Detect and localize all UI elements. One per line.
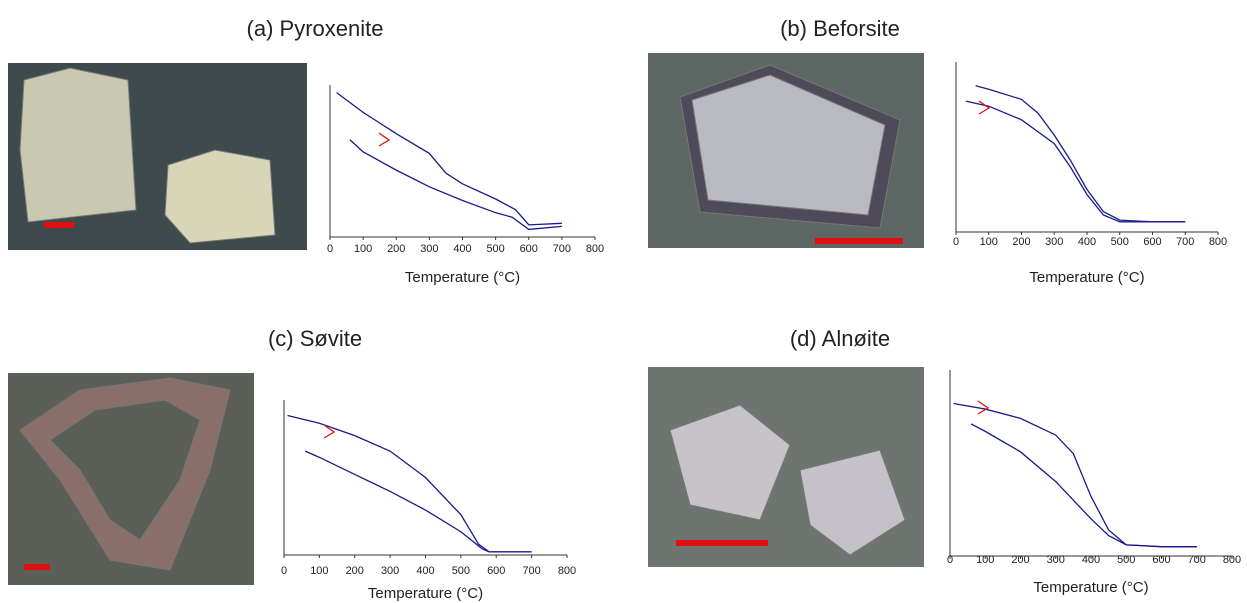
chart-title: (a) Pyroxenite xyxy=(247,16,384,41)
scale-bar xyxy=(815,238,903,244)
direction-arrow xyxy=(978,100,991,115)
x-tick-label: 400 xyxy=(1078,236,1096,248)
data-line xyxy=(304,450,532,553)
x-tick-label: 500 xyxy=(486,243,504,255)
direction-arrow xyxy=(977,400,990,415)
x-tick-label: 300 xyxy=(381,565,399,577)
chart-title: (c) Søvite xyxy=(268,326,362,351)
data-line xyxy=(349,139,562,231)
mineral-grain xyxy=(19,67,137,223)
mineral-grain xyxy=(799,449,906,556)
data-line xyxy=(965,100,1186,223)
x-tick-label: 300 xyxy=(420,243,438,255)
x-tick-label: 500 xyxy=(452,565,470,577)
mineral-grain xyxy=(669,404,791,521)
x-tick-label: 300 xyxy=(1047,554,1065,566)
data-line xyxy=(287,414,532,553)
mineral-grain xyxy=(691,74,886,216)
data-line xyxy=(970,423,1197,548)
mineral-grain xyxy=(164,149,276,244)
x-tick-label: 200 xyxy=(387,243,405,255)
chart-title: (b) Beforsite xyxy=(780,16,900,41)
x-tick-label: 500 xyxy=(1111,236,1129,248)
direction-arrow xyxy=(323,424,336,439)
x-tick-label: 0 xyxy=(947,554,953,566)
x-tick-label: 600 xyxy=(487,565,505,577)
x-tick-label: 100 xyxy=(354,243,372,255)
x-tick-label: 400 xyxy=(1082,554,1100,566)
x-tick-label: 600 xyxy=(1152,554,1170,566)
x-tick-label: 600 xyxy=(520,243,538,255)
x-tick-label: 800 xyxy=(558,565,576,577)
x-tick-label: 700 xyxy=(553,243,571,255)
scale-bar xyxy=(24,564,50,570)
x-tick-label: 100 xyxy=(976,554,994,566)
x-tick-label: 0 xyxy=(327,243,333,255)
x-tick-label: 200 xyxy=(346,565,364,577)
x-tick-label: 100 xyxy=(980,236,998,248)
data-line xyxy=(953,402,1197,548)
x-tick-label: 700 xyxy=(1176,236,1194,248)
x-tick-label: 700 xyxy=(522,565,540,577)
x-tick-label: 500 xyxy=(1117,554,1135,566)
x-tick-label: 300 xyxy=(1045,236,1063,248)
mineral-grain xyxy=(49,399,201,541)
x-tick-label: 800 xyxy=(586,243,604,255)
x-tick-label: 200 xyxy=(1011,554,1029,566)
x-tick-label: 600 xyxy=(1143,236,1161,248)
data-line xyxy=(975,85,1186,223)
x-axis-label: Temperature (°C) xyxy=(1029,269,1144,286)
x-axis-label: Temperature (°C) xyxy=(405,269,520,286)
x-tick-label: 0 xyxy=(953,236,959,248)
direction-arrow xyxy=(378,132,391,147)
x-tick-label: 100 xyxy=(310,565,328,577)
data-line xyxy=(336,92,562,226)
x-tick-label: 800 xyxy=(1223,554,1241,566)
x-tick-label: 700 xyxy=(1188,554,1206,566)
x-tick-label: 200 xyxy=(1012,236,1030,248)
x-axis-label: Temperature (°C) xyxy=(1033,579,1148,596)
x-tick-label: 0 xyxy=(281,565,287,577)
x-tick-label: 400 xyxy=(416,565,434,577)
chart-title: (d) Alnøite xyxy=(790,326,890,351)
x-axis-label: Temperature (°C) xyxy=(368,585,483,602)
x-tick-label: 800 xyxy=(1209,236,1227,248)
x-tick-label: 400 xyxy=(453,243,471,255)
scale-bar xyxy=(676,540,768,546)
scale-bar xyxy=(44,222,74,228)
